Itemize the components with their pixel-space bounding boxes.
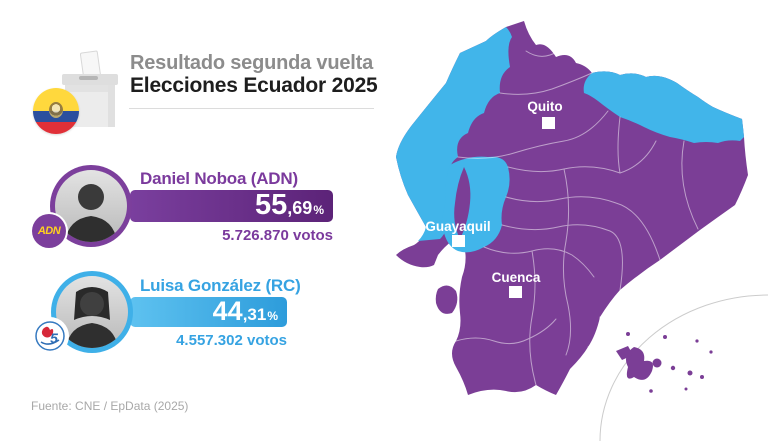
gonzalez-percent-symbol: % xyxy=(267,309,278,323)
adn-party-badge-icon: ADN xyxy=(32,214,66,248)
map-puna-island xyxy=(435,285,458,314)
rc5-logo-icon: 5 xyxy=(35,321,65,351)
noboa-photo xyxy=(50,165,132,247)
gonzalez-percent: 44,31% xyxy=(213,296,287,331)
adn-badge-label: ADN xyxy=(37,225,61,237)
city-marker-guayaquil xyxy=(452,235,465,247)
gonzalez-result-bar: 44,31% xyxy=(130,296,287,327)
noboa-name: Daniel Noboa (ADN) xyxy=(140,169,298,188)
source-note: Fuente: CNE / EpData (2025) xyxy=(31,399,189,413)
gonzalez-name: Luisa González (RC) xyxy=(140,276,301,295)
ecuador-results-map: Quito Guayaquil Cuenca xyxy=(396,21,768,441)
map-province-borders xyxy=(455,48,699,386)
map-central-sliver-noboa xyxy=(454,167,471,239)
noboa-percent-symbol: % xyxy=(313,203,324,217)
gonzalez-votes-count: 4.557.302 votos xyxy=(176,332,287,349)
header-title-block: Resultado segunda vuelta Elecciones Ecua… xyxy=(130,52,380,97)
map-coastal-gonzalez-region xyxy=(396,27,512,241)
person-silhouette-icon xyxy=(66,287,118,348)
ballot-box-icon xyxy=(62,50,118,127)
city-marker-quito xyxy=(542,117,555,129)
ecuador-flag-icon xyxy=(33,88,79,134)
galapagos-inset-arc xyxy=(599,294,768,441)
gonzalez-photo xyxy=(51,271,133,353)
flag-crest xyxy=(49,102,63,118)
infographic-title: Elecciones Ecuador 2025 xyxy=(130,74,378,97)
noboa-votes-count: 5.726.870 votos xyxy=(222,227,333,244)
city-label-cuenca: Cuenca xyxy=(492,270,541,285)
galapagos-islands xyxy=(616,332,713,393)
infographic-subtitle: Resultado segunda vuelta xyxy=(130,52,374,74)
map-northeast-gonzalez-region xyxy=(583,71,744,143)
person-silhouette-icon xyxy=(65,184,117,242)
city-markers: Quito Guayaquil Cuenca xyxy=(425,99,563,298)
gonzalez-percent-dec: ,31 xyxy=(242,305,267,324)
noboa-percent-int: 55 xyxy=(255,189,288,221)
city-label-guayaquil: Guayaquil xyxy=(425,219,490,234)
header-divider xyxy=(129,108,374,109)
noboa-result-bar: 55,69% xyxy=(130,189,333,222)
rc-badge-number: 5 xyxy=(50,330,58,346)
city-label-quito: Quito xyxy=(527,99,562,114)
noboa-percent-dec: ,69 xyxy=(287,198,313,218)
city-marker-cuenca xyxy=(509,286,522,298)
gonzalez-percent-int: 44 xyxy=(212,296,243,326)
rc-party-badge-icon: 5 xyxy=(33,319,67,353)
gonzalez-portrait xyxy=(56,276,128,348)
noboa-portrait xyxy=(55,170,127,242)
noboa-percent: 55,69% xyxy=(255,189,333,226)
